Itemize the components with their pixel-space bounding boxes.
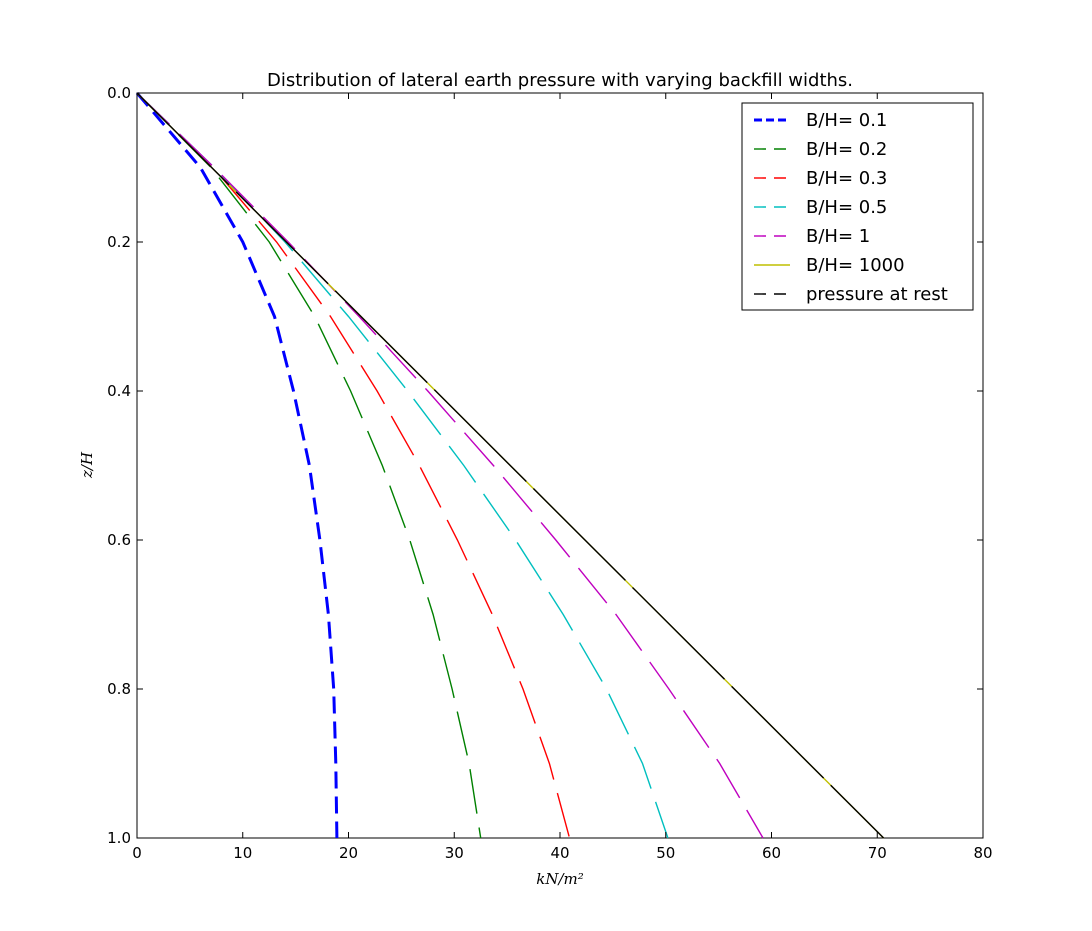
legend: B/H= 0.1 B/H= 0.2 B/H= 0.3 B/H= 0.5 B/H= 1 B/… <box>741 102 974 311</box>
x-tick-label: 30 <box>445 844 464 862</box>
series-line-2 <box>136 92 571 839</box>
x-tick-label: 10 <box>233 844 252 862</box>
series-line-0 <box>135 92 339 839</box>
legend-label-5: B/H= 1000 <box>806 255 905 276</box>
legend-label-0: B/H= 0.1 <box>806 110 887 131</box>
series-line-1 <box>136 92 482 839</box>
series-line-3 <box>136 92 669 839</box>
x-tick-label: 80 <box>973 844 992 862</box>
series-line-6 <box>136 92 885 839</box>
x-tick-label: 0 <box>132 844 142 862</box>
y-axis-label: z/H <box>78 451 96 479</box>
legend-label-1: B/H= 0.2 <box>806 139 887 160</box>
y-tick-label: 1.0 <box>107 829 131 847</box>
tick-layer: 0 10 20 30 40 50 60 70 80 0.0 0.2 0.4 0.6 0.8 1.0 <box>107 84 992 862</box>
y-tick-label: 0.8 <box>107 680 131 698</box>
x-tick-label: 60 <box>762 844 781 862</box>
y-tick-label: 0.2 <box>107 233 131 251</box>
y-tick-label: 0.6 <box>107 531 131 549</box>
legend-label-3: B/H= 0.5 <box>806 197 887 218</box>
series-line-4 <box>136 92 764 839</box>
series-layer <box>135 92 885 839</box>
x-tick-label: 50 <box>656 844 675 862</box>
x-tick-label: 70 <box>868 844 887 862</box>
x-axis-label: kN/m² <box>536 870 584 888</box>
y-tick-label: 0.4 <box>107 382 131 400</box>
chart-title: Distribution of lateral earth pressure w… <box>267 70 853 91</box>
legend-label-4: B/H= 1 <box>806 226 870 247</box>
legend-label-2: B/H= 0.3 <box>806 168 887 189</box>
x-tick-label: 20 <box>339 844 358 862</box>
y-tick-label: 0.0 <box>107 84 131 102</box>
legend-label-6: pressure at rest <box>806 284 948 305</box>
x-tick-label: 40 <box>550 844 569 862</box>
